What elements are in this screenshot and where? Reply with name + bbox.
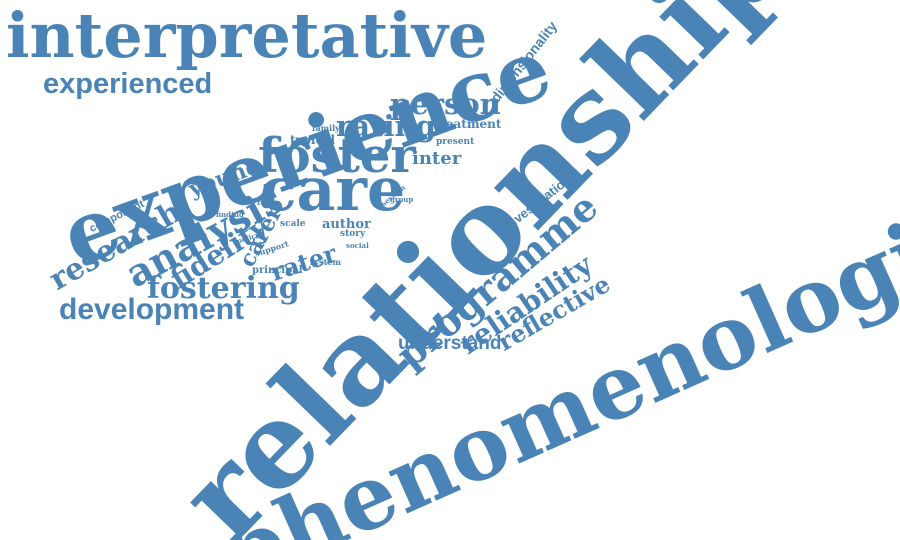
word-finding: finding — [216, 210, 244, 219]
word-scale: scale — [280, 219, 306, 229]
word-rffr: rffr — [257, 197, 272, 207]
word-story: story — [340, 229, 366, 239]
word-social: social — [346, 241, 369, 250]
word-development: development — [59, 293, 245, 326]
word-author: author — [322, 217, 371, 232]
word-foster: foster — [258, 128, 416, 184]
word-experienced: experienced — [43, 68, 213, 100]
word-group: group — [390, 195, 414, 204]
word-care: care — [260, 155, 406, 225]
word-present: present — [436, 137, 475, 147]
word-rating: rating — [336, 109, 436, 143]
word-family: family — [312, 123, 340, 133]
word-person: person — [390, 87, 501, 121]
word-understand: understand — [398, 333, 502, 354]
word-fostering: fostering — [147, 271, 300, 306]
word-system: system — [310, 257, 341, 267]
word-inter: inter — [412, 148, 462, 169]
word-interpretative: interpretative — [6, 0, 488, 72]
word-treatment: treatment — [434, 117, 502, 131]
word-principal: principal — [252, 265, 303, 276]
word-typical: typical — [290, 133, 336, 147]
